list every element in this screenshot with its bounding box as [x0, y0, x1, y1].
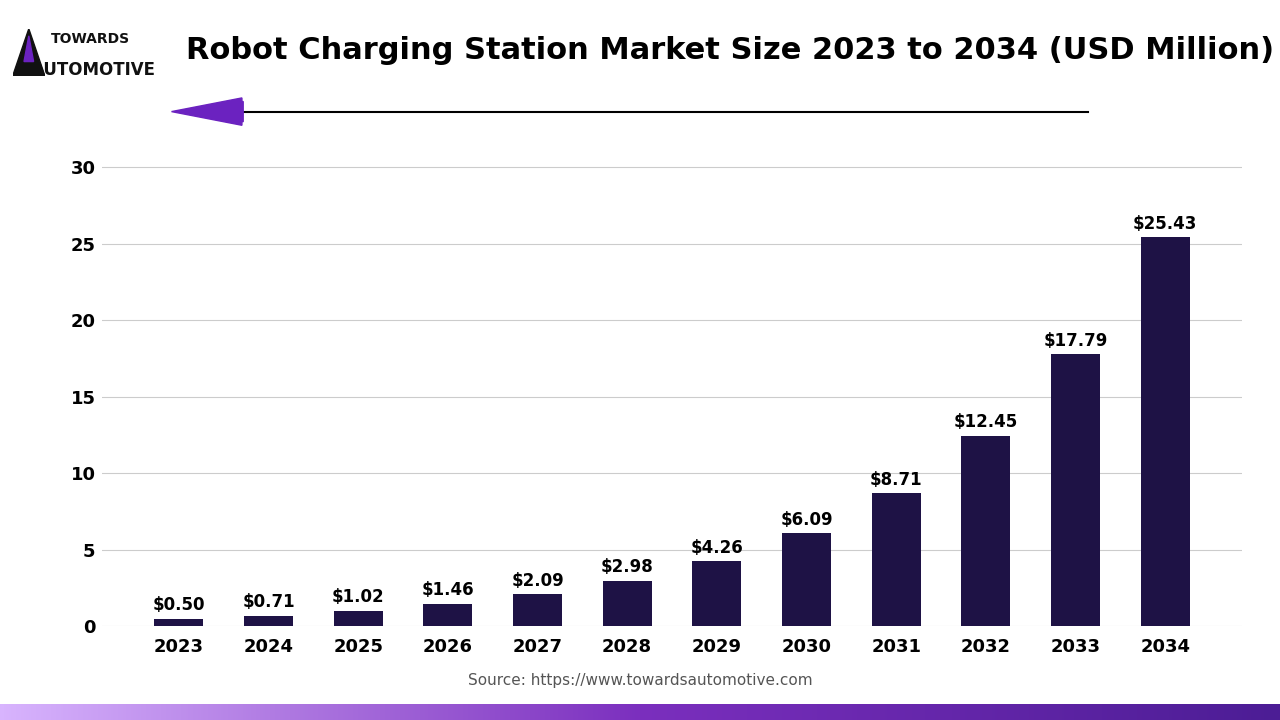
Bar [424, 604, 472, 626]
Text: $0.71: $0.71 [242, 593, 294, 611]
FancyArrow shape [172, 98, 243, 125]
Text: TOWARDS: TOWARDS [51, 32, 131, 46]
Text: $12.45: $12.45 [954, 413, 1018, 431]
Text: $2.98: $2.98 [600, 558, 654, 576]
Polygon shape [13, 29, 45, 76]
Text: $8.71: $8.71 [870, 471, 923, 489]
Text: $4.26: $4.26 [690, 539, 744, 557]
Text: Source: https://www.towardsautomotive.com: Source: https://www.towardsautomotive.co… [467, 673, 813, 688]
Bar [961, 436, 1010, 626]
Bar [692, 561, 741, 626]
Bar [334, 611, 383, 626]
Bar [1051, 354, 1100, 626]
Bar [603, 581, 652, 626]
Text: $1.02: $1.02 [332, 588, 384, 606]
Text: AUTOMOTIVE: AUTOMOTIVE [32, 61, 156, 79]
Text: $2.09: $2.09 [511, 572, 564, 590]
Bar [872, 493, 920, 626]
Bar [513, 595, 562, 626]
Text: $25.43: $25.43 [1133, 215, 1197, 233]
Bar [782, 534, 831, 626]
Text: Robot Charging Station Market Size 2023 to 2034 (USD Million): Robot Charging Station Market Size 2023 … [186, 36, 1274, 65]
Bar [244, 616, 293, 626]
Bar [154, 618, 204, 626]
Text: $17.79: $17.79 [1043, 332, 1107, 350]
Bar [1140, 238, 1190, 626]
Text: $1.46: $1.46 [421, 582, 474, 600]
Text: $0.50: $0.50 [152, 596, 205, 614]
Text: $6.09: $6.09 [781, 510, 833, 528]
Polygon shape [24, 36, 33, 62]
